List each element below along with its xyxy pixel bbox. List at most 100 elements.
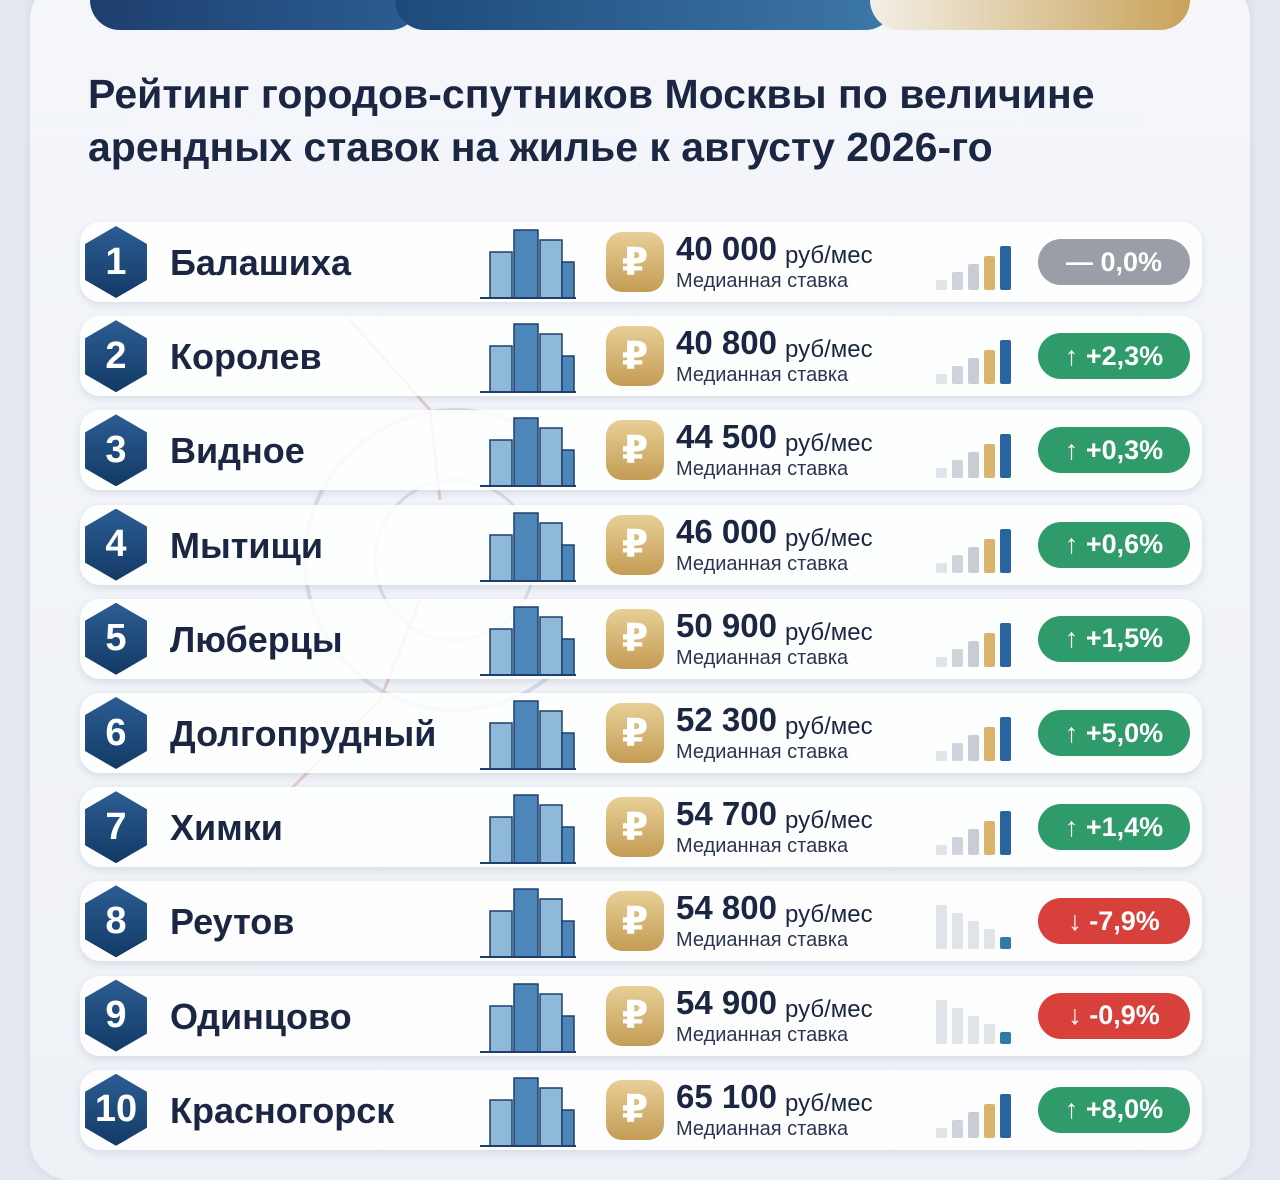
price: 54 800 — [676, 889, 777, 927]
building-icon — [480, 511, 576, 582]
price: 40 800 — [676, 324, 777, 362]
building — [539, 333, 563, 393]
signal-bar — [936, 845, 947, 856]
signal-bar — [952, 1007, 963, 1044]
building — [561, 826, 575, 864]
building — [539, 239, 563, 299]
building — [513, 606, 539, 676]
building — [539, 616, 563, 676]
building — [489, 816, 513, 864]
rank-badge: 5 — [85, 602, 147, 675]
building — [489, 910, 513, 959]
sublabel: Медианная ставка — [676, 552, 849, 575]
signal-bar — [936, 999, 947, 1044]
row: 9 Одинцово ₽54 900 руб/мес Медианная ставка ↓… — [80, 975, 1202, 1056]
building-icon — [480, 700, 576, 770]
building — [489, 533, 513, 582]
building — [513, 1077, 539, 1147]
row: 8 Реутов ₽54 800 руб/мес Медианная ставка ↓ -… — [80, 881, 1202, 962]
decor-bar — [90, 0, 420, 30]
signal-icon — [936, 1093, 1011, 1138]
city-name: Мытищи — [170, 524, 323, 566]
building — [513, 511, 539, 582]
ruble-icon: ₽ — [606, 514, 664, 575]
unit: руб/мес — [785, 336, 873, 364]
signal-bar — [952, 554, 963, 573]
city-name: Люберцы — [170, 618, 343, 660]
building — [561, 732, 575, 770]
signal-bar — [984, 444, 995, 479]
price: 65 100 — [676, 1077, 777, 1115]
row: 4 Мытищи ₽46 000 руб/мес Медианная ставка ↑ +… — [80, 504, 1202, 585]
signal-icon — [936, 246, 1011, 290]
rank-badge: 7 — [85, 791, 147, 864]
building — [513, 323, 539, 393]
building — [489, 439, 513, 488]
building — [561, 920, 575, 959]
row: 3 Видное ₽44 500 руб/мес Медианная ставка ↑ +… — [80, 410, 1202, 491]
ruble-icon: ₽ — [606, 232, 664, 292]
unit: руб/мес — [785, 901, 873, 929]
building — [561, 543, 575, 582]
signal-bar — [936, 468, 947, 479]
signal-icon — [936, 528, 1011, 573]
unit: руб/мес — [785, 995, 873, 1023]
signal-bar — [952, 366, 963, 385]
change-pill: ↑ +1,4% — [1038, 804, 1190, 851]
signal-bar — [984, 727, 995, 761]
price: 54 900 — [676, 983, 777, 1021]
change-pill: — 0,0% — [1038, 239, 1190, 285]
city-name: Королев — [170, 336, 322, 378]
signal-bar — [1000, 434, 1011, 479]
signal-bar — [968, 546, 979, 573]
building — [489, 722, 513, 770]
signal-icon — [936, 622, 1011, 667]
rank-badge: 6 — [85, 697, 147, 769]
building-icon — [480, 606, 576, 676]
price: 40 000 — [676, 230, 777, 267]
sublabel: Медианная ставка — [676, 741, 849, 763]
building — [561, 449, 575, 488]
city-name: Красногорск — [170, 1089, 395, 1131]
building-icon — [480, 794, 576, 865]
title: Рейтинг городов-спутников Москвы по вели… — [88, 71, 1095, 170]
signal-bar — [936, 1127, 947, 1138]
signal-bar — [1000, 622, 1011, 667]
building — [561, 638, 575, 676]
signal-bar — [968, 735, 979, 761]
change-pill: ↑ +0,6% — [1038, 521, 1190, 568]
row: 10 Красногорск ₽65 100 руб/мес Медианная ста… — [80, 1069, 1202, 1150]
signal-icon — [936, 905, 1011, 950]
building — [539, 804, 563, 864]
signal-bar — [1000, 717, 1011, 761]
signal-icon — [936, 340, 1011, 385]
signal-bar — [952, 913, 963, 950]
signal-bar — [1000, 340, 1011, 385]
signal-bar — [1000, 246, 1011, 290]
building — [539, 427, 563, 488]
signal-bar — [936, 656, 947, 667]
rank-badge: 2 — [85, 320, 147, 393]
signal-icon — [936, 717, 1011, 761]
signal-bar — [968, 358, 979, 385]
decor-bar — [395, 0, 895, 30]
price: 54 700 — [676, 795, 777, 833]
signal-bar — [984, 821, 995, 856]
signal-bar — [984, 632, 995, 667]
change-pill: ↑ +1,5% — [1038, 615, 1190, 662]
row: 7 Химки ₽54 700 руб/мес Медианная ставка ↑ +1… — [80, 787, 1202, 868]
unit: руб/мес — [785, 1089, 873, 1117]
signal-icon — [936, 434, 1011, 479]
signal-bar — [968, 829, 979, 856]
signal-bar — [1000, 528, 1011, 573]
signal-bar — [968, 640, 979, 667]
signal-bar — [952, 1119, 963, 1138]
ruble-icon: ₽ — [606, 420, 664, 481]
signal-bar — [936, 562, 947, 573]
sublabel: Медианная ставка — [676, 929, 849, 952]
city-name: Одинцово — [170, 995, 352, 1037]
signal-bar — [984, 350, 995, 385]
unit: руб/мес — [785, 618, 873, 646]
city-name: Реутов — [170, 901, 295, 943]
ruble-icon: ₽ — [606, 985, 664, 1046]
